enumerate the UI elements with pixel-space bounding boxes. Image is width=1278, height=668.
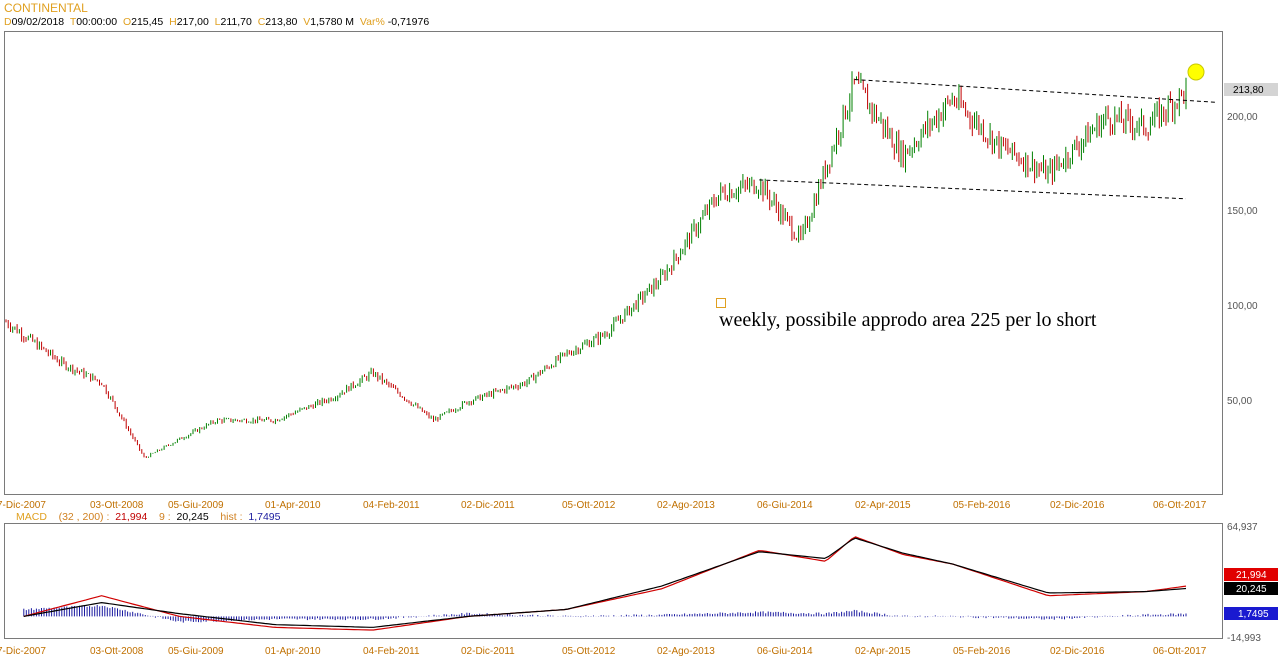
date-label-macd: 02-Apr-2015 bbox=[855, 646, 911, 657]
macd-series-macd bbox=[23, 536, 1187, 631]
date-key: D bbox=[4, 16, 12, 28]
high-value: 217,00 bbox=[176, 16, 209, 28]
price-tick-150: 150,00 bbox=[1227, 206, 1258, 217]
trendline-upper[interactable] bbox=[854, 79, 1217, 103]
close-key: C bbox=[257, 16, 266, 28]
macd-tag-text: 21,994 bbox=[1236, 570, 1267, 581]
date-label-macd: 02-Ago-2013 bbox=[657, 646, 715, 657]
price-panel-frame bbox=[4, 31, 1223, 495]
date-label-macd: 05-Giu-2009 bbox=[168, 646, 224, 657]
macd-value-tag bbox=[1224, 568, 1278, 581]
var-key: Var% bbox=[359, 16, 385, 28]
ohlc-readout: D09/02/2018 T00:00:00 O215,45 H217,00 L2… bbox=[4, 16, 429, 28]
price-tick-200: 200,00 bbox=[1227, 112, 1258, 123]
volume-value: 1,5780 M bbox=[310, 16, 355, 28]
price-tick-100: 100,00 bbox=[1227, 301, 1258, 312]
date-label-price: 05-Giu-2009 bbox=[168, 500, 224, 511]
last-price-value: 213,80 bbox=[1233, 85, 1264, 96]
date-label-price: 7-Dic-2007 bbox=[0, 500, 46, 511]
date-label-macd: 02-Dic-2011 bbox=[461, 646, 515, 657]
low-key: L bbox=[214, 16, 221, 28]
time-value: 00:00:00 bbox=[76, 16, 118, 28]
open-key: O bbox=[122, 16, 132, 28]
macd-series-signal bbox=[23, 537, 1187, 628]
signal-value-tag bbox=[1224, 582, 1278, 595]
trendlines bbox=[759, 79, 1217, 200]
date-label-price: 06-Giu-2014 bbox=[757, 500, 813, 511]
annotation-anchor[interactable] bbox=[716, 298, 726, 308]
date-label-price: 02-Ago-2013 bbox=[657, 500, 715, 511]
macd-histogram bbox=[23, 604, 1187, 623]
time-key: T bbox=[69, 16, 77, 28]
date-label-macd: 06-Ott-2017 bbox=[1153, 646, 1207, 657]
price-candles bbox=[5, 71, 1187, 458]
close-value: 213,80 bbox=[265, 16, 298, 28]
price-tick-50: 50,00 bbox=[1227, 396, 1252, 407]
date-label-price: 05-Feb-2016 bbox=[953, 500, 1011, 511]
macd-params: (32 , 200) : bbox=[58, 511, 110, 523]
date-label-price: 04-Feb-2011 bbox=[363, 500, 420, 511]
date-label-price: 02-Dic-2016 bbox=[1050, 500, 1105, 511]
var-value: -0,71976 bbox=[387, 16, 430, 28]
open-value: 215,45 bbox=[131, 16, 164, 28]
macd-lines bbox=[23, 536, 1187, 631]
macd-panel-frame bbox=[4, 523, 1223, 639]
date-label-macd: 06-Giu-2014 bbox=[757, 646, 813, 657]
hist-tag-text: 1,7495 bbox=[1238, 609, 1269, 620]
macd-readout: MACD (32 , 200) : 21,994 9 : 20,245 hist… bbox=[16, 511, 281, 523]
date-label-macd: 7-Dic-2007 bbox=[0, 646, 46, 657]
date-label-price: 03-Ott-2008 bbox=[90, 500, 144, 511]
date-label-price: 01-Apr-2010 bbox=[265, 500, 321, 511]
signal-tag-text: 20,245 bbox=[1236, 584, 1267, 595]
target-highlight bbox=[1187, 63, 1205, 81]
hist-key: hist : bbox=[220, 511, 243, 523]
date-label-macd: 02-Dic-2016 bbox=[1050, 646, 1105, 657]
macd-label: MACD bbox=[16, 511, 47, 523]
date-label-macd: 05-Feb-2016 bbox=[953, 646, 1011, 657]
date-label-price: 05-Ott-2012 bbox=[562, 500, 616, 511]
date-label-price: 02-Dic-2011 bbox=[461, 500, 515, 511]
macd-value: 21,994 bbox=[115, 511, 148, 523]
hist-value: 1,7495 bbox=[248, 511, 281, 523]
annotation-text: weekly, possibile approdo area 225 per l… bbox=[719, 309, 1097, 331]
date-label-price: 02-Apr-2015 bbox=[855, 500, 911, 511]
low-value: 211,70 bbox=[220, 16, 252, 28]
date-label-macd: 05-Ott-2012 bbox=[562, 646, 616, 657]
signal-value: 20,245 bbox=[176, 511, 209, 523]
signal-key: 9 : bbox=[159, 511, 171, 523]
chart-title: CONTINENTAL bbox=[4, 1, 88, 15]
target-marker bbox=[1187, 63, 1205, 81]
last-price-tag bbox=[1224, 83, 1278, 96]
date-label-macd: 04-Feb-2011 bbox=[363, 646, 420, 657]
volume-key: V bbox=[303, 16, 311, 28]
hist-value-tag bbox=[1224, 607, 1278, 620]
high-key: H bbox=[169, 16, 177, 28]
macd-axis-bottom: -14,993 bbox=[1227, 633, 1261, 644]
macd-axis-top: 64,937 bbox=[1227, 522, 1258, 533]
date-value: 09/02/2018 bbox=[11, 16, 65, 28]
date-label-macd: 01-Apr-2010 bbox=[265, 646, 321, 657]
trendline-lower[interactable] bbox=[759, 179, 1187, 200]
date-label-price: 06-Ott-2017 bbox=[1153, 500, 1207, 511]
date-label-macd: 03-Ott-2008 bbox=[90, 646, 144, 657]
